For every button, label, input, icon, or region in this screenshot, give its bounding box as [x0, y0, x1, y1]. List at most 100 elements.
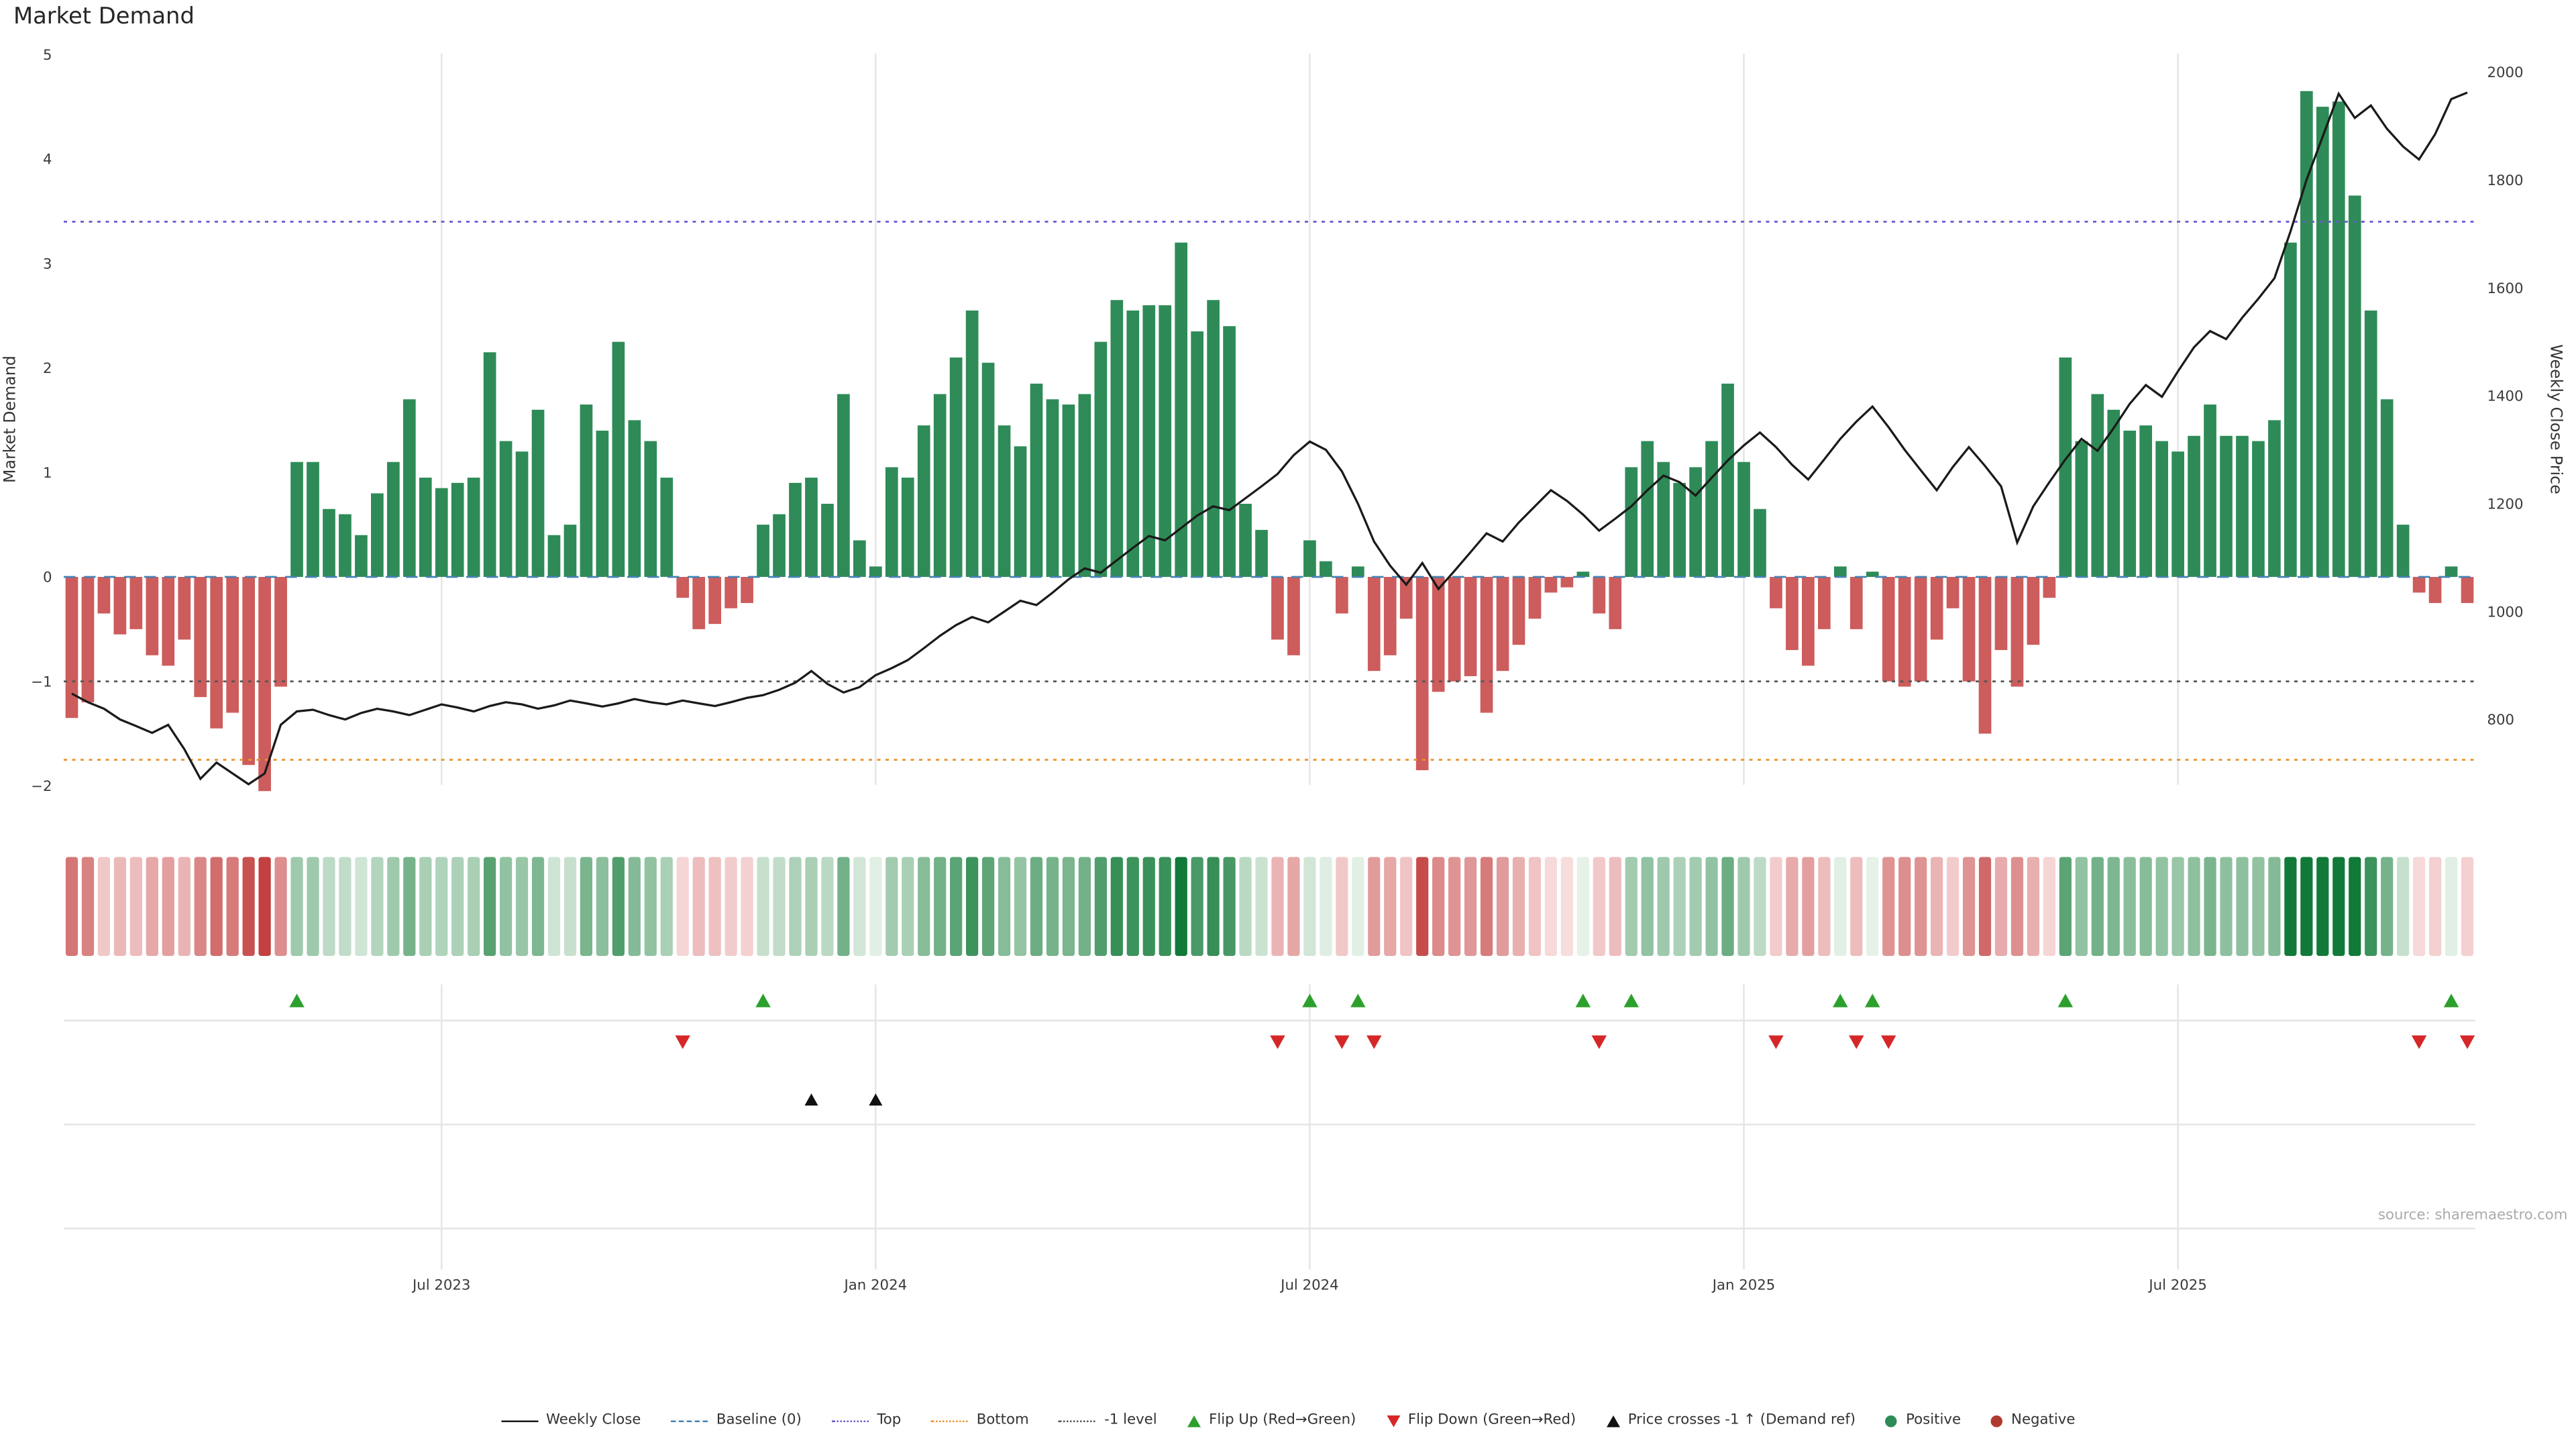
chart-canvas: Market Demand Weekly Close Price source:… — [0, 47, 2567, 1294]
demand-tick-label: 3 — [43, 256, 52, 272]
heatmap-cell — [1609, 857, 1621, 956]
price-cross-marker — [804, 1093, 818, 1106]
demand-bar — [837, 394, 850, 577]
heatmap-cell — [2123, 857, 2136, 956]
flip-down-marker — [1849, 1035, 1864, 1049]
demand-bar — [644, 441, 657, 577]
heatmap-cell — [1689, 857, 1702, 956]
heatmap-cell — [371, 857, 384, 956]
demand-bar — [194, 577, 207, 698]
demand-bar — [1609, 577, 1622, 629]
demand-tick-label: 0 — [43, 570, 52, 586]
heatmap-cell — [1721, 857, 1734, 956]
heatmap-cell — [1368, 857, 1381, 956]
demand-bar — [2348, 195, 2361, 577]
demand-bar — [773, 514, 786, 577]
x-tick-label: Jan 2024 — [843, 1277, 908, 1294]
heatmap-cell — [1464, 857, 1477, 956]
demand-bar — [113, 577, 127, 635]
flip-down-marker — [2411, 1035, 2427, 1049]
demand-bar — [1303, 540, 1316, 577]
heatmap-cell — [1625, 857, 1638, 956]
heatmap-cell — [1496, 857, 1509, 956]
heatmap-cell — [323, 857, 335, 956]
heatmap-cell — [741, 857, 753, 956]
legend-label: Flip Down (Green→Red) — [1407, 1412, 1576, 1429]
demand-bar — [467, 478, 480, 577]
heatmap-cell — [129, 857, 142, 956]
flip-down-marker — [1334, 1035, 1350, 1049]
heatmap-cell — [531, 857, 545, 956]
heatmap-cell — [757, 857, 769, 956]
demand-bar — [81, 577, 95, 702]
price-tick-label: 1800 — [2487, 172, 2524, 189]
demand-bar — [2268, 420, 2281, 577]
heatmap-cell — [2059, 857, 2072, 956]
demand-tick-label: 2 — [43, 360, 52, 377]
demand-bar — [1914, 577, 1927, 682]
demand-bar — [2364, 310, 2377, 577]
demand-bar — [1287, 577, 1300, 655]
demand-bar — [515, 451, 529, 577]
demand-bar — [1770, 577, 1782, 608]
flip-up-marker — [1302, 994, 1318, 1008]
demand-bar — [1014, 446, 1027, 578]
demand-bar — [1126, 310, 1140, 577]
heatmap-cell — [564, 857, 577, 956]
legend-item-bottom: Bottom — [931, 1412, 1029, 1429]
right-axis-label: Weekly Close Price — [2547, 344, 2566, 494]
heatmap-cell — [1255, 857, 1268, 956]
heatmap-cell — [194, 857, 207, 956]
heatmap-cell — [1737, 857, 1750, 956]
demand-bar — [1689, 467, 1702, 577]
x-tick-label: Jan 2025 — [1711, 1277, 1776, 1294]
heatmap-cell — [2043, 857, 2056, 956]
heatmap-cell — [821, 857, 834, 956]
demand-bar — [580, 405, 593, 577]
demand-bar — [274, 577, 287, 687]
demand-bar — [2204, 405, 2216, 577]
demand-bar — [869, 566, 882, 577]
demand-bar — [2332, 101, 2345, 578]
price-cross-triangle-icon — [1606, 1414, 1620, 1427]
heatmap-cell — [1818, 857, 1831, 956]
demand-bar — [2236, 435, 2249, 577]
demand-bar — [1833, 566, 1847, 577]
price-tick-label: 1600 — [2487, 280, 2524, 297]
demand-bar — [290, 462, 303, 577]
flip-down-marker — [1366, 1035, 1382, 1049]
heatmap-cell — [902, 857, 914, 956]
demand-tick-label: −2 — [31, 778, 52, 795]
heatmap-cell — [1352, 857, 1364, 956]
flip-up-marker — [2057, 994, 2074, 1008]
heatmap-cell — [65, 857, 78, 956]
demand-bar — [1898, 577, 1911, 687]
demand-bar — [307, 462, 319, 577]
heatmap-cell — [97, 857, 111, 956]
demand-bar — [1271, 577, 1284, 640]
demand-bar — [1336, 577, 1348, 614]
heatmap-cell — [2171, 857, 2184, 956]
demand-bar — [1207, 300, 1220, 577]
demand-bar — [917, 425, 930, 577]
demand-bar — [1175, 242, 1188, 577]
legend-item-positive: Positive — [1886, 1412, 1961, 1429]
demand-bar — [1094, 341, 1108, 577]
heatmap-cell — [274, 857, 287, 956]
heatmap-cell — [2204, 857, 2216, 956]
heatmap-cell — [515, 857, 529, 956]
demand-bar — [499, 441, 513, 577]
demand-bar — [998, 425, 1011, 577]
heatmap-cell — [1078, 857, 1091, 956]
demand-bar — [146, 577, 159, 655]
heatmap-cell — [2188, 857, 2200, 956]
heatmap-cell — [1159, 857, 1171, 956]
heatmap-cell — [1432, 857, 1445, 956]
demand-bar — [242, 577, 255, 765]
demand-bar — [1191, 331, 1203, 577]
heatmap-cell — [934, 857, 947, 956]
flip-up-marker — [1350, 994, 1366, 1008]
heatmap-cell — [307, 857, 319, 956]
demand-bar — [2396, 525, 2410, 577]
heatmap-cell — [2027, 857, 2040, 956]
